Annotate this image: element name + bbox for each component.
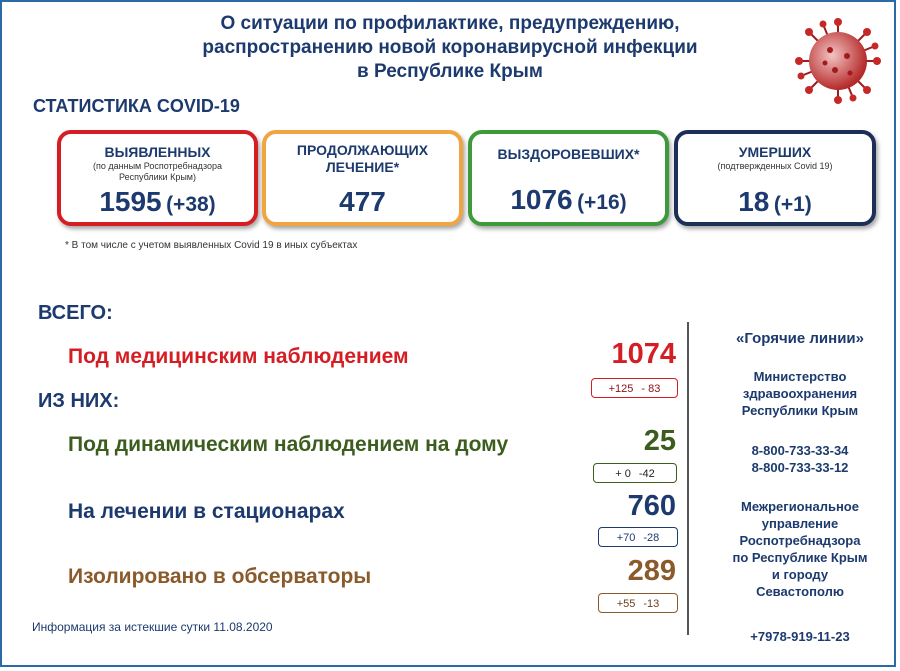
- card-treatment: ПРОДОЛЖАЮЩИХ ЛЕЧЕНИЕ* 477: [262, 130, 463, 226]
- card-deaths-delta: (+1): [773, 193, 812, 216]
- card-recovered-title: ВЫЗДОРОВЕВШИХ*: [497, 146, 640, 162]
- hotlines-rpn-line-3: Роспотребнадзора: [739, 533, 861, 548]
- hotlines-rpn-line-4: по Республике Крым: [732, 550, 868, 565]
- card-detected: ВЫЯВЛЕННЫХ (по данным Роспотребнадзора Р…: [57, 130, 258, 226]
- card-detected-title: ВЫЯВЛЕННЫХ: [104, 144, 211, 160]
- hotlines-title: «Горячие линии»: [735, 330, 864, 347]
- hotline-phone-1: 8-800-733-33-34: [751, 443, 849, 458]
- row-home-value: 25: [643, 425, 676, 457]
- hotline-phone-2: 8-800-733-33-12: [751, 460, 849, 475]
- row-medical-plus: +125: [608, 383, 634, 395]
- row-hospital-value: 760: [627, 490, 676, 522]
- row-medical-label: Под медицинским наблюдением: [68, 345, 409, 368]
- card-deaths-subtitle: (подтвержденных Covid 19): [717, 161, 833, 171]
- total-label: ВСЕГО:: [38, 302, 113, 324]
- row-medical-minus: - 83: [641, 383, 661, 395]
- title-line-3: в Республике Крым: [357, 61, 543, 82]
- hotlines-ministry: Министерство здравоохранения Республики …: [700, 368, 900, 419]
- card-detected-subtitle: (по данным Роспотребнадзора Республики К…: [93, 161, 222, 182]
- divider-line: [687, 322, 689, 635]
- hotlines-ministry-line-1: Министерство: [753, 369, 847, 384]
- card-deaths-value: 18: [738, 186, 770, 217]
- card-recovered: ВЫЗДОРОВЕВШИХ* 1076 (+16): [468, 130, 669, 226]
- hotlines-ministry-line-2: здравоохранения: [742, 386, 858, 401]
- row-observatory-delta: +55 -13: [598, 593, 678, 613]
- hotlines-rospotrebnadzor: Межрегиональное управление Роспотребнадз…: [700, 498, 900, 600]
- row-hospital-label: На лечении в стационарах: [68, 500, 345, 523]
- card-treatment-value: 477: [339, 186, 386, 217]
- row-observatory-label: Изолировано в обсерваторы: [68, 565, 372, 588]
- card-recovered-value: 1076: [510, 184, 573, 215]
- card-detected-delta: (+38): [166, 193, 216, 216]
- hotlines-rpn-line-6: Севастополю: [756, 584, 844, 599]
- footnote: * В том числе с учетом выявленных Covid …: [65, 240, 358, 251]
- row-home-plus: + 0: [615, 468, 631, 480]
- card-treatment-title-1: ПРОДОЛЖАЮЩИХ: [296, 142, 429, 158]
- row-home-label: Под динамическим наблюдением на дому: [68, 433, 509, 456]
- hotline-phone-3: +7978-919-11-23: [750, 629, 850, 644]
- row-medical-delta: +125 - 83: [591, 378, 678, 398]
- row-observatory-plus: +55: [616, 598, 636, 610]
- card-treatment-title-2: ЛЕЧЕНИЕ*: [325, 159, 400, 175]
- row-hospital-minus: -28: [643, 532, 660, 544]
- of-them-label: ИЗ НИХ:: [38, 390, 120, 412]
- title-line-1: О ситуации по профилактике, предупрежден…: [220, 13, 680, 34]
- card-recovered-delta: (+16): [577, 191, 627, 214]
- hotlines-ministry-line-3: Республики Крым: [741, 403, 859, 418]
- hotlines-phones: 8-800-733-33-34 8-800-733-33-12: [700, 442, 900, 476]
- row-observatory-value: 289: [627, 555, 676, 587]
- row-observatory-minus: -13: [643, 598, 660, 610]
- row-home-minus: -42: [638, 468, 655, 480]
- row-home-delta: + 0 -42: [593, 463, 677, 483]
- card-deaths-title: УМЕРШИХ: [738, 144, 812, 160]
- title-line-2: распространению новой коронавирусной инф…: [202, 37, 698, 58]
- card-deaths: УМЕРШИХ (подтвержденных Covid 19) 18 (+1…: [674, 130, 876, 226]
- hotlines-rpn-line-1: Межрегиональное: [741, 499, 859, 514]
- page-title: О ситуации по профилактике, предупрежден…: [130, 12, 770, 84]
- card-detected-value: 1595: [99, 186, 162, 217]
- section-title: СТАТИСТИКА COVID-19: [33, 96, 240, 116]
- info-date: Информация за истекшие сутки 11.08.2020: [32, 620, 273, 634]
- hotlines-rpn-line-5: и городу: [771, 567, 829, 582]
- hotlines-rpn-line-2: управление: [761, 516, 839, 531]
- row-hospital-delta: +70 -28: [598, 527, 678, 547]
- row-medical-value: 1074: [611, 338, 676, 370]
- coronavirus-icon: [795, 18, 881, 104]
- row-hospital-plus: +70: [616, 532, 636, 544]
